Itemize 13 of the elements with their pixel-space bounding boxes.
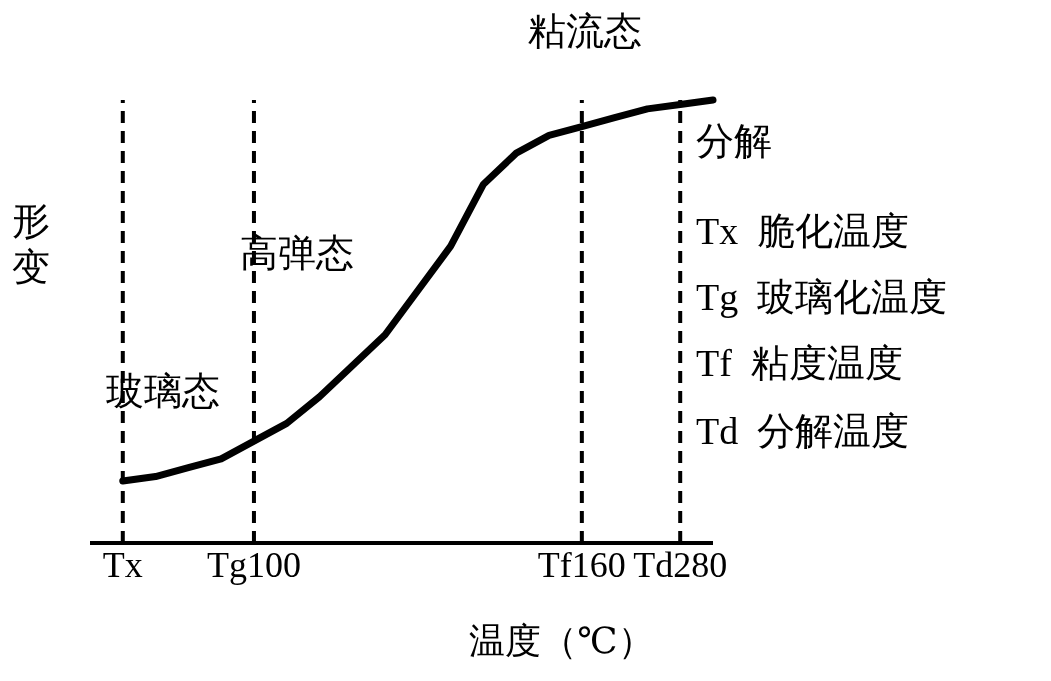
x-tick-label: Tf160: [537, 544, 626, 585]
annotation: Tx 脆化温度: [696, 209, 910, 254]
x-tick-label: Td280: [633, 544, 728, 585]
x-tick-label: Tg100: [206, 544, 301, 585]
annotation: Td 分解温度: [696, 409, 910, 454]
y-axis-title: 形变: [12, 199, 51, 290]
annotation: 分解: [696, 119, 772, 164]
text: 粘流态: [528, 9, 642, 54]
x-tick-label: Tx: [102, 544, 143, 585]
annotation: 高弹态: [240, 231, 354, 276]
x-axis-title: 温度（℃）: [469, 621, 654, 661]
annotation: Tg 玻璃化温度: [696, 275, 948, 320]
annotation: Tf 粘度温度: [696, 341, 903, 386]
